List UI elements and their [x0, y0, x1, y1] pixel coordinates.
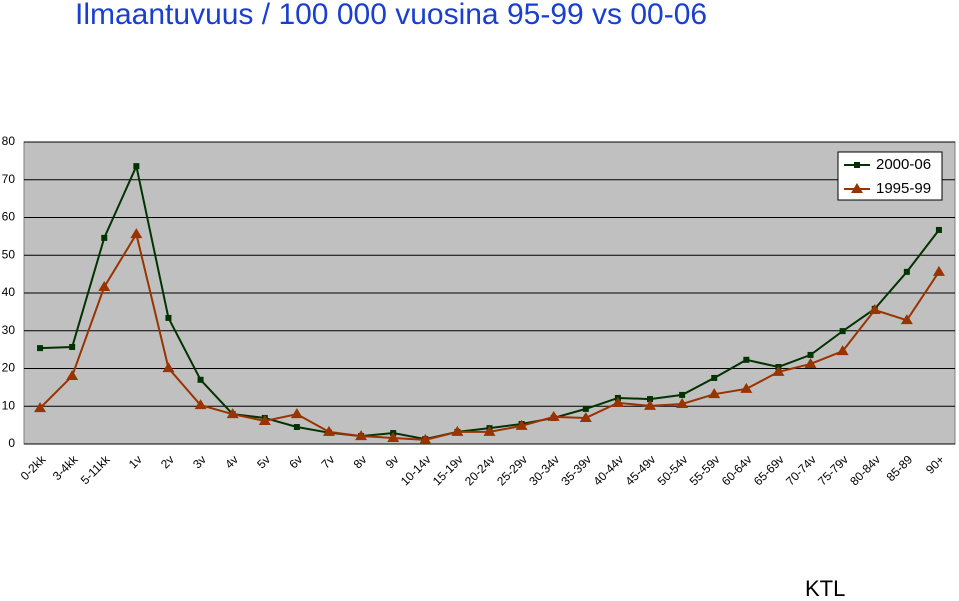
marker — [868, 303, 881, 314]
y-tick-label: 60 — [2, 210, 16, 224]
marker — [547, 410, 560, 421]
marker — [579, 411, 592, 422]
marker — [130, 228, 143, 239]
chart-title: Ilmaantuvuus / 100 000 vuosina 95-99 vs … — [75, 0, 707, 31]
marker — [293, 424, 300, 431]
marker — [772, 365, 785, 376]
x-tick-label: 55-59v — [687, 452, 723, 488]
marker — [900, 314, 913, 325]
marker — [69, 343, 76, 350]
x-tick-label: 3v — [190, 452, 209, 471]
y-tick-label: 40 — [2, 285, 16, 299]
x-tick-label: 80-84v — [847, 452, 883, 488]
x-tick-label: 8v — [351, 452, 370, 471]
x-tick-label: 1v — [126, 452, 145, 471]
legend-marker — [854, 162, 860, 168]
marker — [419, 433, 432, 444]
x-tick-label: 5v — [254, 452, 273, 471]
y-tick-label: 0 — [8, 436, 15, 450]
marker — [743, 356, 750, 363]
marker — [226, 408, 239, 419]
marker — [935, 226, 942, 233]
y-tick-label: 80 — [2, 134, 16, 148]
marker — [290, 408, 303, 419]
marker — [483, 425, 496, 436]
annotation: KTL — [805, 576, 845, 601]
marker — [101, 234, 108, 241]
marker — [197, 376, 204, 383]
x-tick-label: 40-44v — [590, 452, 626, 488]
marker — [66, 370, 79, 381]
marker — [647, 396, 654, 403]
marker — [515, 419, 528, 430]
y-tick-label: 30 — [2, 323, 16, 337]
x-tick-label: 3-4kk — [50, 452, 81, 483]
x-tick-label: 7v — [318, 452, 337, 471]
x-tick-label: 0-2kk — [18, 452, 49, 483]
marker — [807, 351, 814, 358]
marker — [644, 399, 657, 410]
marker — [708, 388, 721, 399]
marker — [903, 268, 910, 275]
marker — [133, 163, 140, 170]
marker — [679, 391, 686, 398]
x-tick-label: 9v — [383, 452, 402, 471]
y-tick-label: 10 — [2, 398, 16, 412]
legend-label: 2000-06 — [876, 156, 931, 173]
x-tick-label: 30-34v — [526, 452, 562, 488]
x-tick-label: 35-39v — [558, 452, 594, 488]
marker — [582, 405, 589, 412]
marker — [932, 265, 945, 276]
y-tick-label: 70 — [2, 172, 16, 186]
y-tick-label: 50 — [2, 247, 16, 261]
marker — [387, 431, 400, 442]
marker — [34, 402, 47, 413]
x-tick-label: 20-24v — [462, 452, 498, 488]
marker — [711, 374, 718, 381]
marker — [165, 314, 172, 321]
legend-marker — [851, 183, 863, 193]
marker — [839, 328, 846, 335]
x-tick-label: 65-69v — [751, 452, 787, 488]
marker — [355, 430, 368, 441]
legend-label: 1995-99 — [876, 180, 931, 197]
x-tick-label: 90+ — [923, 452, 947, 476]
y-tick-label: 20 — [2, 361, 16, 375]
x-tick-label: 15-19v — [430, 452, 466, 488]
marker — [194, 399, 207, 410]
marker — [37, 345, 44, 352]
x-tick-label: 25-29v — [494, 452, 530, 488]
marker — [98, 280, 111, 291]
marker — [740, 382, 753, 393]
marker — [451, 425, 464, 436]
x-tick-label: 85-89 — [884, 452, 916, 484]
x-tick-label: 5-11kk — [78, 452, 113, 487]
marker — [611, 396, 624, 407]
x-tick-label: 4v — [222, 452, 241, 471]
x-tick-label: 75-79v — [815, 452, 851, 488]
x-tick-label: 6v — [286, 452, 305, 471]
x-tick-label: 10-14v — [398, 452, 434, 488]
x-tick-label: 2v — [158, 452, 177, 471]
marker — [322, 425, 335, 436]
x-tick-label: 60-64v — [719, 452, 755, 488]
marker — [162, 362, 175, 373]
x-tick-label: 45-49v — [623, 452, 659, 488]
marker — [804, 357, 817, 368]
x-tick-label: 50-54v — [655, 452, 691, 488]
marker — [676, 397, 689, 408]
marker — [258, 414, 271, 425]
marker — [836, 345, 849, 356]
x-tick-label: 70-74v — [783, 452, 819, 488]
